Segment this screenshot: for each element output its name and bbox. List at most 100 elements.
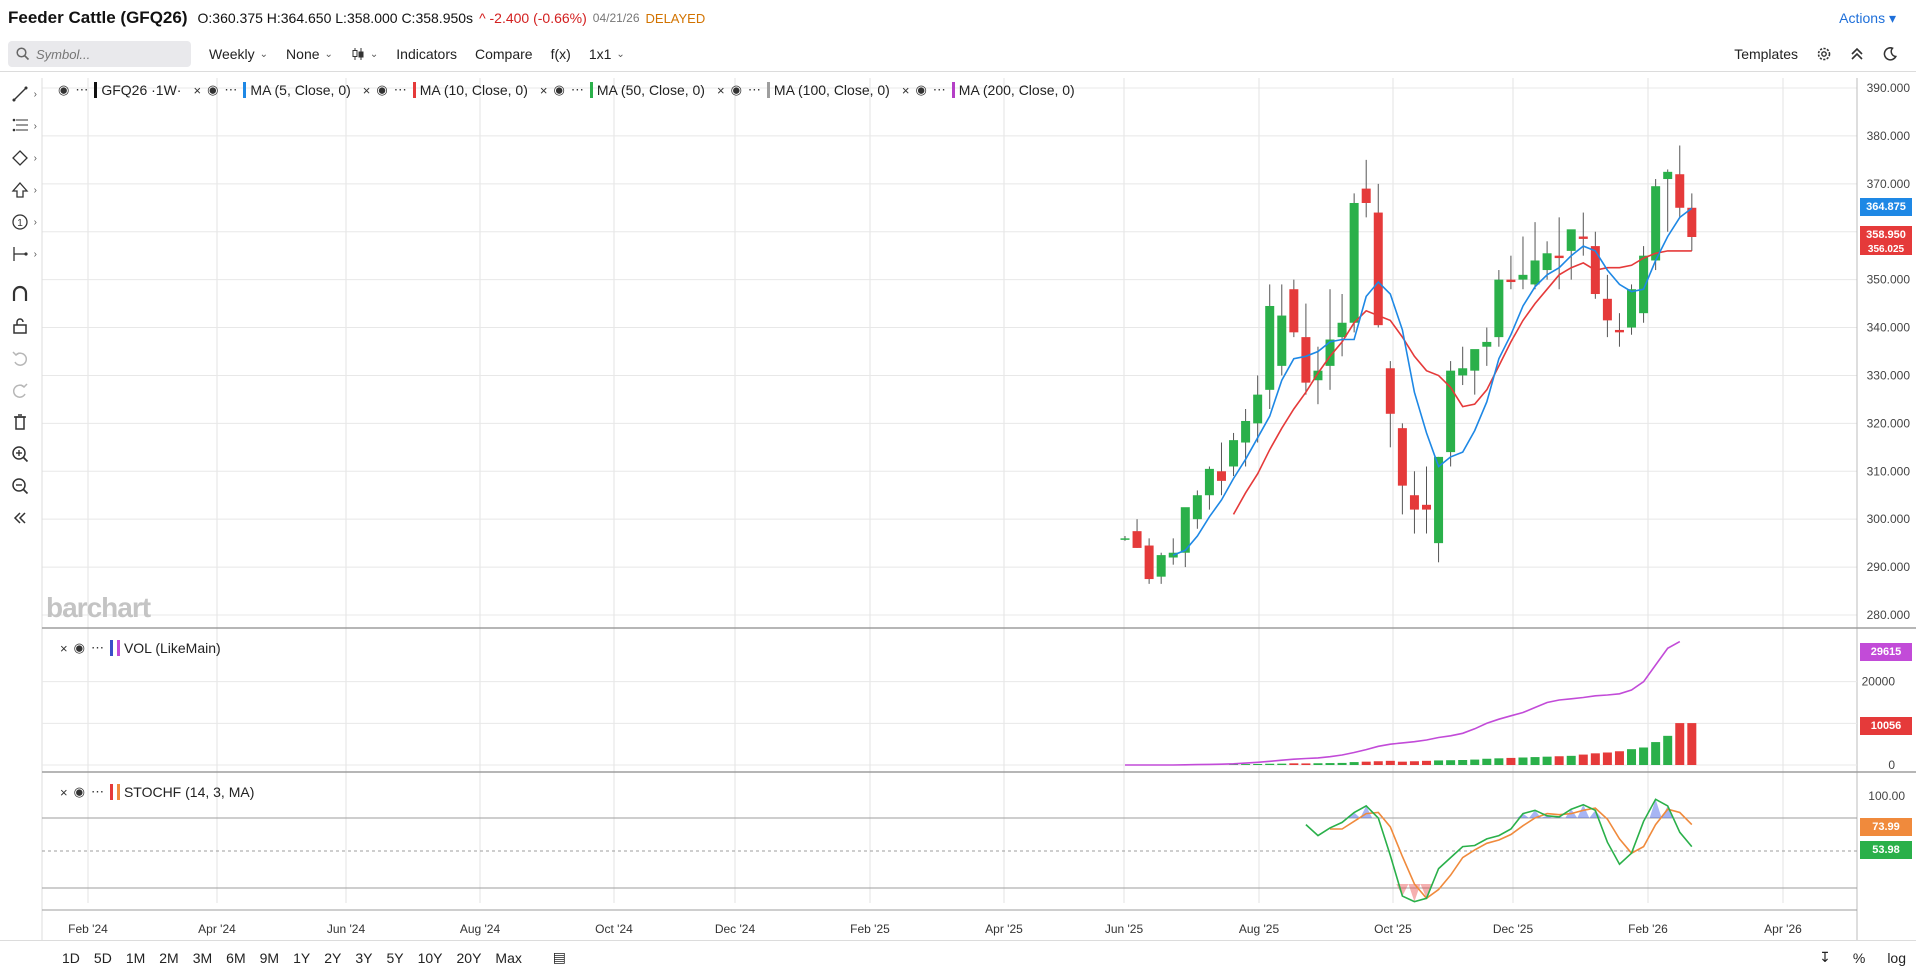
templates-button[interactable]: Templates: [1734, 46, 1798, 62]
collapse-tools-button[interactable]: [0, 502, 40, 534]
range-3m[interactable]: 3M: [192, 949, 213, 966]
aggregation-dropdown[interactable]: None ⌄: [286, 46, 333, 62]
shape-tool[interactable]: ›: [0, 142, 40, 174]
more-icon[interactable]: ⋯: [90, 784, 104, 799]
more-icon[interactable]: ⋯: [747, 82, 761, 97]
search-icon: [16, 47, 30, 61]
close-icon[interactable]: ×: [60, 784, 68, 800]
candle-body: [1554, 255, 1564, 259]
candle-body: [1687, 207, 1697, 237]
indicators-button[interactable]: Indicators: [396, 46, 457, 62]
moon-icon: [1883, 47, 1897, 61]
eye-icon[interactable]: ◉: [376, 82, 388, 97]
symbol-search[interactable]: [8, 41, 191, 67]
stoch-pane-legend: × ◉ ⋯ STOCHF (14, 3, MA): [60, 784, 266, 800]
close-icon[interactable]: ×: [716, 82, 725, 98]
log-toggle[interactable]: log: [1887, 949, 1906, 966]
more-icon[interactable]: ⋯: [932, 82, 946, 97]
more-icon[interactable]: ⋯: [90, 640, 104, 655]
function-button[interactable]: f(x): [550, 46, 571, 62]
vol-tick-label: 0: [1888, 758, 1895, 772]
candle-body: [1156, 555, 1166, 577]
calendar-icon[interactable]: ▤: [552, 949, 566, 965]
caret-down-icon: ▾: [1888, 10, 1896, 26]
y-tick-label: 370.000: [1867, 177, 1911, 191]
chart-type-dropdown[interactable]: ⌄: [351, 47, 378, 61]
range-5d[interactable]: 5D: [93, 949, 112, 966]
eye-icon[interactable]: ◉: [730, 82, 742, 97]
eye-icon[interactable]: ◉: [73, 784, 85, 799]
symbol-input[interactable]: [36, 46, 186, 62]
close-icon[interactable]: ×: [60, 640, 68, 656]
collapse-header-button[interactable]: [1850, 47, 1864, 61]
percent-toggle[interactable]: %: [1852, 949, 1866, 966]
measure-tool[interactable]: ›: [0, 238, 40, 270]
settings-button[interactable]: [1816, 46, 1832, 62]
annotation-tool[interactable]: 1 ›: [0, 206, 40, 238]
eye-icon[interactable]: ◉: [73, 640, 85, 655]
zoom-out-button[interactable]: [0, 470, 40, 502]
close-icon[interactable]: ×: [362, 82, 371, 98]
x-tick-label: Aug '25: [1239, 922, 1280, 936]
range-1m[interactable]: 1M: [125, 949, 146, 966]
volume-bar: [1518, 757, 1528, 765]
x-tick-label: Jun '25: [1105, 922, 1144, 936]
volume-pane-legend: × ◉ ⋯ VOL (LikeMain): [60, 640, 233, 656]
eye-icon[interactable]: ◉: [553, 82, 565, 97]
volume-bar: [1651, 742, 1661, 765]
vol-swatch-1: [109, 640, 113, 656]
period-dropdown[interactable]: Weekly ⌄: [209, 46, 268, 62]
close-icon[interactable]: ×: [901, 82, 910, 98]
volume-bar: [1614, 751, 1624, 765]
range-1y[interactable]: 1Y: [293, 949, 311, 966]
magnet-tool[interactable]: [0, 278, 40, 310]
eye-icon[interactable]: ◉: [58, 82, 70, 97]
close-icon[interactable]: ×: [539, 82, 548, 98]
vol-swatch-2: [116, 640, 120, 656]
range-2m[interactable]: 2M: [159, 949, 179, 966]
trendline-tool[interactable]: ›: [0, 78, 40, 110]
close-icon[interactable]: ×: [193, 82, 202, 98]
layout-dropdown[interactable]: 1x1 ⌄: [589, 46, 625, 62]
volume-bar: [1337, 762, 1347, 765]
more-icon[interactable]: ⋯: [224, 82, 238, 97]
candle-body: [1385, 368, 1395, 414]
zoom-in-button[interactable]: [0, 438, 40, 470]
range-9m[interactable]: 9M: [259, 949, 280, 966]
eye-icon[interactable]: ◉: [207, 82, 219, 97]
chevron-right-icon: ›: [33, 152, 37, 164]
eye-icon[interactable]: ◉: [915, 82, 927, 97]
symbol-swatch: [94, 82, 98, 98]
range-3y[interactable]: 3Y: [355, 949, 373, 966]
volume-bar: [1602, 752, 1612, 765]
more-icon[interactable]: ⋯: [393, 82, 407, 97]
lock-tool[interactable]: [0, 310, 40, 342]
arrow-tool[interactable]: ›: [0, 174, 40, 206]
actions-menu[interactable]: Actions ▾: [1839, 10, 1896, 27]
range-1d[interactable]: 1D: [62, 949, 80, 966]
range-5y[interactable]: 5Y: [386, 949, 404, 966]
more-icon[interactable]: ⋯: [75, 82, 89, 97]
fib-tool[interactable]: ›: [0, 110, 40, 142]
range-10y[interactable]: 10Y: [417, 949, 443, 966]
candle-body: [1542, 253, 1552, 271]
range-max[interactable]: Max: [495, 949, 522, 966]
x-tick-label: Apr '25: [985, 922, 1023, 936]
undo-button[interactable]: [0, 342, 40, 374]
candle-body: [1518, 274, 1528, 280]
theme-toggle[interactable]: [1882, 46, 1898, 62]
volume-bar: [1554, 756, 1564, 765]
candle-body: [1494, 279, 1504, 338]
double-chevron-down-icon[interactable]: ↧: [1819, 949, 1831, 965]
delete-drawings-button[interactable]: [0, 406, 40, 438]
more-icon[interactable]: ⋯: [570, 82, 584, 97]
range-6m[interactable]: 6M: [226, 949, 246, 966]
compare-button[interactable]: Compare: [475, 46, 533, 62]
redo-button[interactable]: [0, 374, 40, 406]
range-20y[interactable]: 20Y: [456, 949, 482, 966]
range-2y[interactable]: 2Y: [324, 949, 342, 966]
volume-bar: [1313, 763, 1323, 765]
polygon-icon: [12, 150, 28, 166]
zoom-in-icon: [12, 446, 29, 463]
